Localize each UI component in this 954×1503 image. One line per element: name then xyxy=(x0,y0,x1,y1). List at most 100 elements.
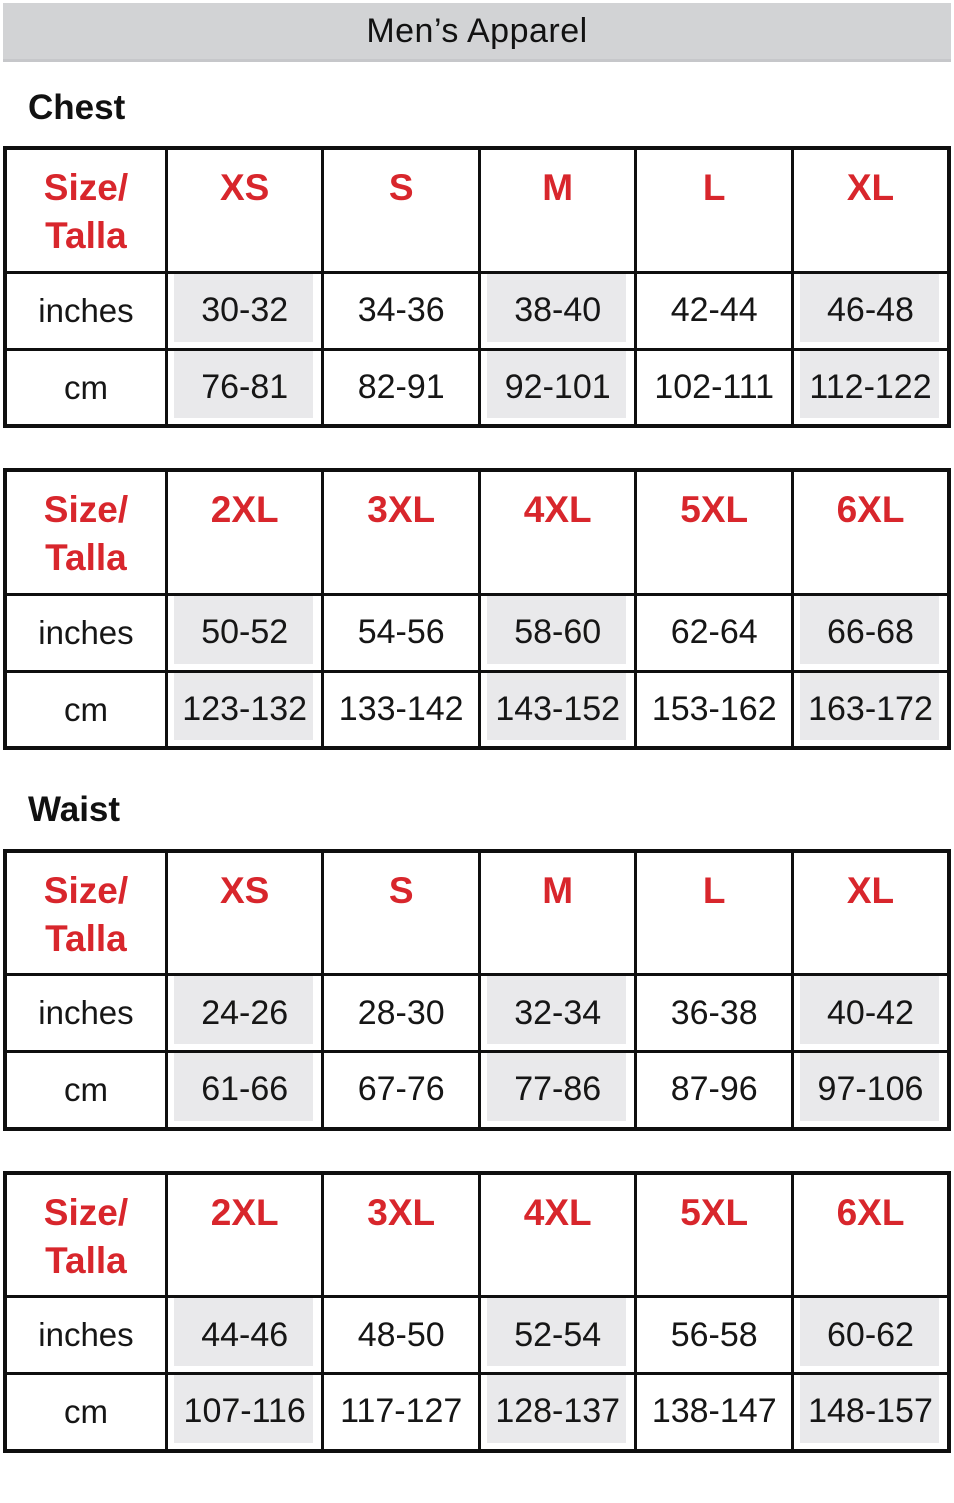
measurement-cell: 66-68 xyxy=(790,592,951,673)
size-col-header: 6XL xyxy=(790,468,951,596)
measurement-cell: 92-101 xyxy=(477,347,638,428)
header-row: Size/ Talla XS S M L XL xyxy=(3,849,951,976)
measurement-cell: 58-60 xyxy=(477,592,638,673)
size-col-header: XS xyxy=(164,146,325,274)
measurement-cell: 123-132 xyxy=(164,669,325,750)
corner-label-talla: Talla xyxy=(45,537,127,579)
measurement-cell: 46-48 xyxy=(790,270,951,351)
size-col-header: 4XL xyxy=(477,468,638,596)
inches-row: inches 50-52 54-56 58-60 62-64 66-68 xyxy=(3,592,951,673)
measurement-cell: 32-34 xyxy=(477,973,638,1053)
size-col-header: 4XL xyxy=(477,1171,638,1298)
size-col-header: S xyxy=(321,146,481,274)
corner-cell: Size/ Talla xyxy=(3,849,168,976)
measurement-cell: 97-106 xyxy=(790,1050,951,1130)
unit-label-inches: inches xyxy=(3,973,168,1053)
corner-cell: Size/ Talla xyxy=(3,146,168,274)
corner-label-size: Size/ xyxy=(43,1191,129,1233)
unit-label-inches: inches xyxy=(3,1295,168,1375)
cm-row: cm 107-116 117-127 128-137 138-147 148-1… xyxy=(3,1372,951,1452)
unit-label-inches: inches xyxy=(3,270,168,351)
measurement-cell: 128-137 xyxy=(477,1372,638,1452)
size-col-header: XL xyxy=(790,849,951,976)
corner-cell: Size/ Talla xyxy=(3,468,168,596)
section-heading-waist: Waist xyxy=(28,790,121,830)
measurement-cell: 61-66 xyxy=(164,1050,325,1130)
size-col-header: 2XL xyxy=(164,1171,325,1298)
size-col-header: L xyxy=(634,146,794,274)
unit-label-cm: cm xyxy=(3,1050,168,1130)
measurement-cell: 52-54 xyxy=(477,1295,638,1375)
section-heading-chest: Chest xyxy=(28,88,126,127)
header-row: Size/ Talla 2XL 3XL 4XL 5XL 6XL xyxy=(3,468,951,596)
size-col-header: M xyxy=(477,146,638,274)
size-col-header: XL xyxy=(790,146,951,274)
size-col-header: 5XL xyxy=(634,1171,794,1298)
size-col-header: L xyxy=(634,849,794,976)
size-table-waist-2xl-6xl: Size/ Talla 2XL 3XL 4XL 5XL 6XL inches 4… xyxy=(3,1170,951,1453)
measurement-cell: 28-30 xyxy=(321,973,481,1053)
section-chest: Chest Size/ Talla XS S M L XL inches xyxy=(0,88,954,751)
corner-label-talla: Talla xyxy=(45,917,127,959)
unit-label-cm: cm xyxy=(3,347,168,428)
measurement-cell: 153-162 xyxy=(634,669,794,750)
cm-row: cm 123-132 133-142 143-152 153-162 163-1… xyxy=(3,669,951,750)
measurement-cell: 50-52 xyxy=(164,592,325,673)
size-col-header: XS xyxy=(164,849,325,976)
measurement-cell: 148-157 xyxy=(790,1372,951,1452)
size-col-header: M xyxy=(477,849,638,976)
measurement-cell: 24-26 xyxy=(164,973,325,1053)
cm-row: cm 76-81 82-91 92-101 102-111 112-122 xyxy=(3,347,951,428)
corner-label-size: Size/ xyxy=(43,869,129,911)
title-bar: Men’s Apparel xyxy=(3,3,951,62)
inches-row: inches 44-46 48-50 52-54 56-58 60-62 xyxy=(3,1295,951,1375)
size-col-header: 5XL xyxy=(634,468,794,596)
measurement-cell: 102-111 xyxy=(634,347,794,428)
measurement-cell: 60-62 xyxy=(790,1295,951,1375)
size-chart-page: Men’s Apparel Chest Size/ Talla XS S M L… xyxy=(0,3,954,1503)
measurement-cell: 163-172 xyxy=(790,669,951,750)
measurement-cell: 44-46 xyxy=(164,1295,325,1375)
measurement-cell: 30-32 xyxy=(164,270,325,351)
size-col-header: S xyxy=(321,849,481,976)
corner-label-size: Size/ xyxy=(43,167,129,209)
measurement-cell: 67-76 xyxy=(321,1050,481,1130)
measurement-cell: 56-58 xyxy=(634,1295,794,1375)
measurement-cell: 143-152 xyxy=(477,669,638,750)
section-waist: Waist Size/ Talla XS S M L XL inches xyxy=(0,790,954,1453)
measurement-cell: 112-122 xyxy=(790,347,951,428)
corner-label-size: Size/ xyxy=(43,489,129,531)
unit-label-inches: inches xyxy=(3,592,168,673)
measurement-cell: 38-40 xyxy=(477,270,638,351)
size-table-chest-xs-xl: Size/ Talla XS S M L XL inches 30-32 34-… xyxy=(3,146,951,429)
measurement-cell: 34-36 xyxy=(321,270,481,351)
unit-label-cm: cm xyxy=(3,669,168,750)
measurement-cell: 42-44 xyxy=(634,270,794,351)
inches-row: inches 24-26 28-30 32-34 36-38 40-42 xyxy=(3,973,951,1053)
size-col-header: 3XL xyxy=(321,1171,481,1298)
corner-label-talla: Talla xyxy=(45,215,127,257)
measurement-cell: 138-147 xyxy=(634,1372,794,1452)
size-col-header: 6XL xyxy=(790,1171,951,1298)
cm-row: cm 61-66 67-76 77-86 87-96 97-106 xyxy=(3,1050,951,1130)
corner-cell: Size/ Talla xyxy=(3,1171,168,1298)
measurement-cell: 54-56 xyxy=(321,592,481,673)
header-row: Size/ Talla XS S M L XL xyxy=(3,146,951,274)
measurement-cell: 48-50 xyxy=(321,1295,481,1375)
measurement-cell: 36-38 xyxy=(634,973,794,1053)
measurement-cell: 40-42 xyxy=(790,973,951,1053)
inches-row: inches 30-32 34-36 38-40 42-44 46-48 xyxy=(3,270,951,351)
measurement-cell: 87-96 xyxy=(634,1050,794,1130)
page-title: Men’s Apparel xyxy=(366,11,588,50)
measurement-cell: 82-91 xyxy=(321,347,481,428)
size-col-header: 2XL xyxy=(164,468,325,596)
measurement-cell: 117-127 xyxy=(321,1372,481,1452)
unit-label-cm: cm xyxy=(3,1372,168,1452)
header-row: Size/ Talla 2XL 3XL 4XL 5XL 6XL xyxy=(3,1171,951,1298)
measurement-cell: 107-116 xyxy=(164,1372,325,1452)
size-col-header: 3XL xyxy=(321,468,481,596)
size-table-waist-xs-xl: Size/ Talla XS S M L XL inches 24-26 28-… xyxy=(3,848,951,1131)
measurement-cell: 133-142 xyxy=(321,669,481,750)
measurement-cell: 76-81 xyxy=(164,347,325,428)
measurement-cell: 62-64 xyxy=(634,592,794,673)
